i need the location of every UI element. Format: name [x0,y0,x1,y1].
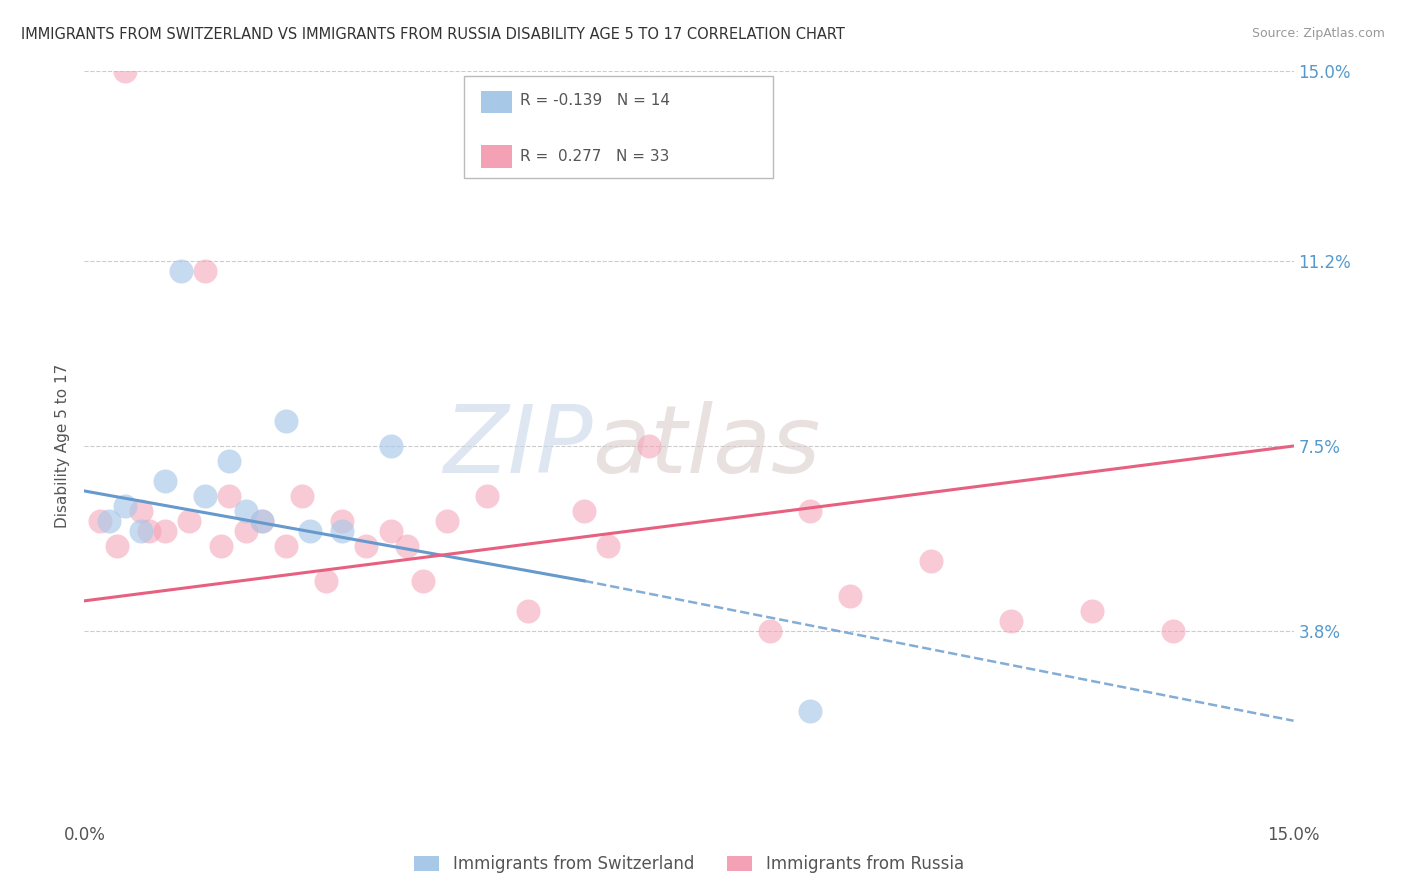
Point [170,264,193,278]
Point [129,504,152,518]
Point [291,489,314,503]
Point [758,624,780,638]
Point [920,554,942,568]
Point [1161,624,1184,638]
Point [637,439,659,453]
Point [477,489,499,503]
Point [380,524,402,538]
Point [250,514,273,528]
Point [153,524,176,538]
Point [330,514,353,528]
Point [179,514,201,528]
Point [330,524,353,538]
Point [274,414,297,428]
Point [235,524,257,538]
Point [89,514,111,528]
Point [235,504,257,518]
Point [114,499,136,513]
Point [1000,614,1022,628]
Point [799,704,821,718]
Point [218,454,240,468]
Point [598,539,620,553]
Point [380,439,402,453]
Point [395,539,418,553]
Point [105,539,128,553]
Text: ZIP: ZIP [443,401,592,491]
Point [799,504,821,518]
Point [1081,604,1104,618]
Point [194,489,217,503]
Text: R =  0.277   N = 33: R = 0.277 N = 33 [520,149,669,163]
Point [138,524,160,538]
Point [516,604,538,618]
Point [153,474,176,488]
Point [356,539,378,553]
Y-axis label: Disability Age 5 to 17: Disability Age 5 to 17 [55,364,70,528]
Text: R = -0.139   N = 14: R = -0.139 N = 14 [520,94,671,108]
Point [274,539,297,553]
Point [97,514,120,528]
Point [572,504,595,518]
Point [250,514,273,528]
Point [315,574,337,588]
Legend: Immigrants from Switzerland, Immigrants from Russia: Immigrants from Switzerland, Immigrants … [408,848,970,880]
Point [209,539,232,553]
Text: atlas: atlas [592,401,821,491]
Point [114,64,136,78]
Point [839,589,862,603]
Point [436,514,458,528]
Point [129,524,152,538]
Point [194,264,217,278]
Text: IMMIGRANTS FROM SWITZERLAND VS IMMIGRANTS FROM RUSSIA DISABILITY AGE 5 TO 17 COR: IMMIGRANTS FROM SWITZERLAND VS IMMIGRANT… [21,27,845,42]
Text: Source: ZipAtlas.com: Source: ZipAtlas.com [1251,27,1385,40]
Point [412,574,434,588]
Point [299,524,322,538]
Point [218,489,240,503]
